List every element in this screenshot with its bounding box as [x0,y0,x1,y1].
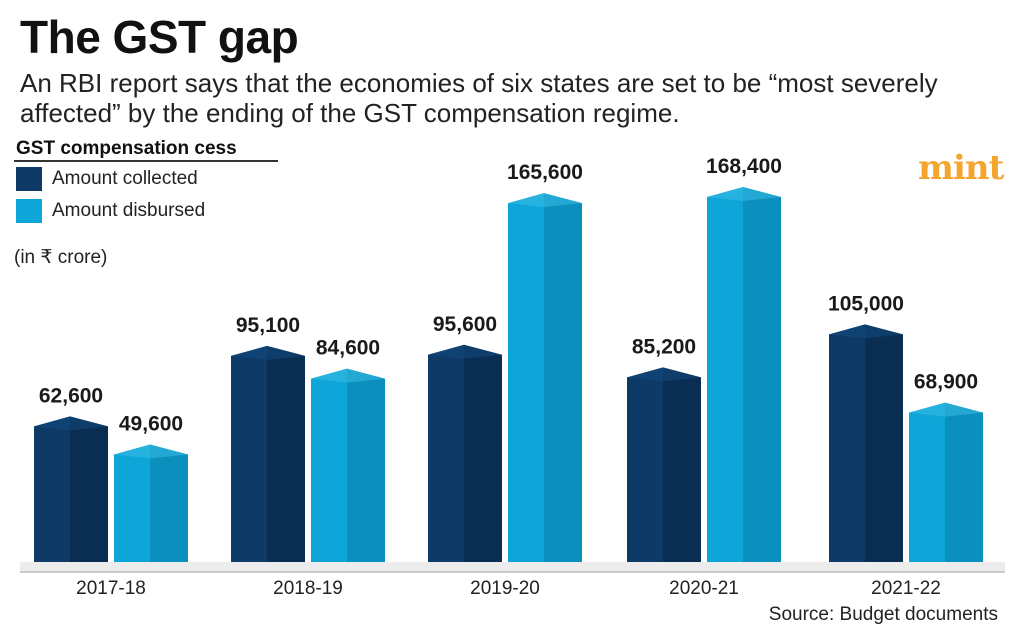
bar-side-collected-2019-20 [464,344,502,562]
x-tick-label-2021-22: 2021-22 [871,578,941,599]
bar-side-disbursed-2018-19 [347,368,385,562]
value-label-collected-2020-21: 85,200 [632,335,696,358]
bar-side-collected-2017-18 [70,416,108,562]
bar-front-collected-2017-18 [34,416,70,562]
mint-logo: mint [918,148,1004,188]
value-label-collected-2018-19: 95,100 [236,314,300,337]
legend-swatch-collected [16,167,42,191]
legend-item-collected: Amount collected [16,166,198,192]
source-note: Source: Budget documents [768,604,998,625]
bar-front-collected-2019-20 [428,344,464,562]
value-label-disbursed-2019-20: 165,600 [507,161,583,184]
bar-front-disbursed-2017-18 [114,444,150,562]
bar-top-collected-2018-19 [231,345,305,360]
x-tick-label-2020-21: 2020-21 [669,578,739,599]
legend-swatch-disbursed [16,199,42,223]
value-label-collected-2019-20: 95,600 [433,313,497,336]
bar-side-disbursed-2021-22 [945,402,983,562]
bar-top-disbursed-2017-18 [114,444,188,459]
bar-front-collected-2018-19 [231,345,267,562]
x-tick-label-2018-19: 2018-19 [273,578,343,599]
bar-front-disbursed-2020-21 [707,187,743,562]
bar-top-collected-2019-20 [428,344,502,359]
bar-top-disbursed-2020-21 [707,187,781,201]
bar-front-disbursed-2018-19 [311,368,347,562]
value-label-disbursed-2017-18: 49,600 [119,412,183,435]
value-label-collected-2017-18: 62,600 [39,384,103,407]
legend-label-disbursed: Amount disbursed [52,200,206,221]
unit-note: (in ₹ crore) [14,247,108,268]
bar-side-disbursed-2019-20 [544,193,582,562]
chart-title: The GST gap [20,11,299,63]
bar-top-disbursed-2019-20 [508,193,582,208]
value-label-disbursed-2018-19: 84,600 [316,337,380,360]
legend-item-disbursed: Amount disbursed [16,198,205,224]
bar-side-collected-2020-21 [663,367,701,562]
x-tick-label-2019-20: 2019-20 [470,578,540,599]
bar-front-collected-2021-22 [829,324,865,562]
bar-side-disbursed-2017-18 [150,444,188,562]
value-label-disbursed-2021-22: 68,900 [914,371,978,394]
legend-label-collected: Amount collected [52,168,198,189]
bar-front-collected-2020-21 [627,367,663,562]
bar-top-collected-2021-22 [829,324,903,339]
bar-side-collected-2018-19 [267,345,305,562]
bar-front-disbursed-2019-20 [508,193,544,562]
value-label-disbursed-2020-21: 168,400 [706,155,782,178]
chart-subtitle: An RBI report says that the economies of… [20,68,938,128]
bar-top-disbursed-2018-19 [311,368,385,383]
value-label-collected-2021-22: 105,000 [828,292,904,315]
floor-shadow [20,562,1005,572]
bar-front-disbursed-2021-22 [909,402,945,562]
bar-top-collected-2020-21 [627,367,701,382]
legend-title: GST compensation cess [16,138,237,159]
bar-side-disbursed-2020-21 [743,187,781,562]
legend-divider [14,160,278,162]
bar-top-collected-2017-18 [34,416,108,431]
bar-side-collected-2021-22 [865,324,903,562]
x-tick-label-2017-18: 2017-18 [76,578,146,599]
bar-top-disbursed-2021-22 [909,402,983,417]
